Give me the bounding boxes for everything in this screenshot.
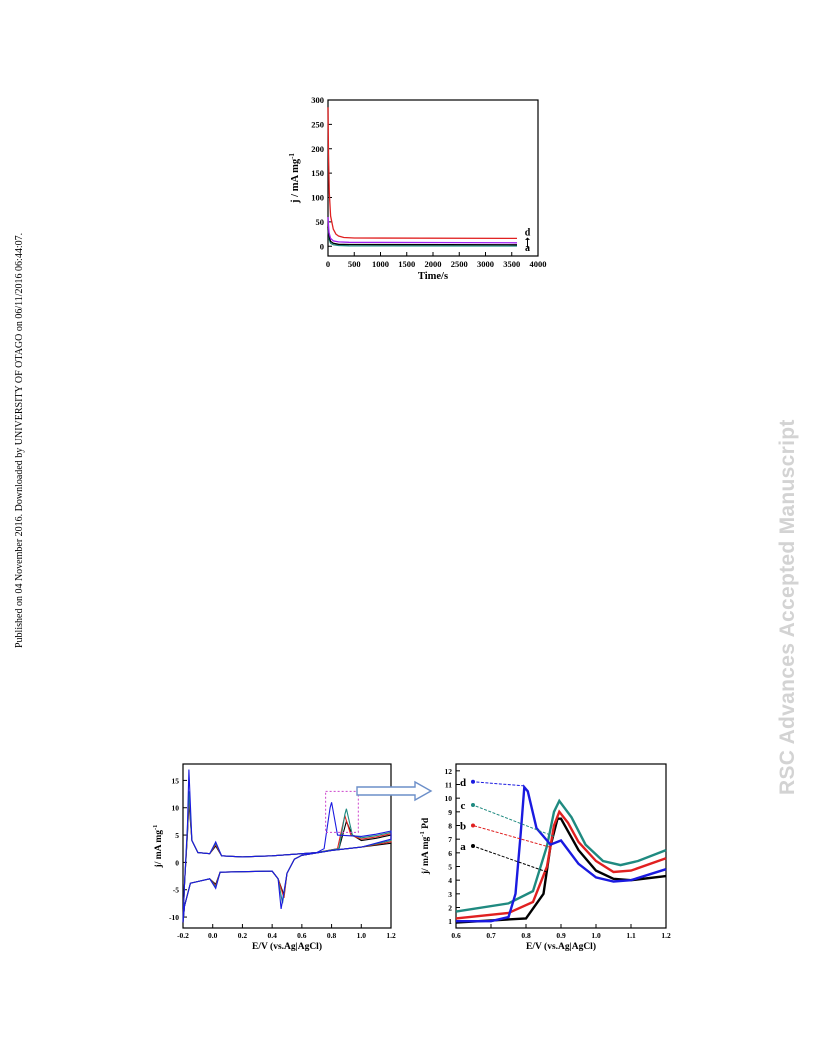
x-tick-label: 1.0 bbox=[357, 931, 367, 940]
plot-frame bbox=[455, 763, 667, 929]
x-tick-label: 0 bbox=[326, 259, 330, 269]
curve-pointer-c bbox=[472, 804, 555, 837]
curve-pointer-a bbox=[472, 845, 548, 873]
x-tick-label: 0.2 bbox=[238, 931, 248, 940]
curve-pointer-head-d bbox=[471, 779, 475, 784]
y-tick-label: 5 bbox=[175, 831, 179, 840]
series-a-line bbox=[455, 817, 667, 924]
x-tick-label: 0.6 bbox=[451, 931, 461, 940]
series-b-line bbox=[455, 809, 667, 920]
curve-label-a: a bbox=[460, 841, 466, 853]
y-tick-label: 100 bbox=[311, 193, 324, 203]
y-tick-label: 50 bbox=[316, 217, 325, 227]
y-axis-label: j / mA mg-1 bbox=[288, 153, 301, 204]
chronoamperometry-chart: 0 500 1000 1500 2000 2500 3000 3500 4000 0 50 100 15… bbox=[288, 95, 547, 282]
curve-label-d: d bbox=[460, 777, 466, 789]
series-c-loop bbox=[182, 791, 392, 923]
y-tick-label: 11 bbox=[445, 781, 452, 790]
plot-frame bbox=[327, 99, 539, 257]
series-a-line bbox=[327, 229, 518, 247]
x-axis-label: Time/s bbox=[418, 271, 448, 282]
series-b-loop bbox=[182, 796, 392, 923]
x-tick-label: 0.7 bbox=[486, 931, 496, 940]
y-axis-label: j/ mA mg-1 bbox=[152, 825, 164, 869]
y-tick-label: 0 bbox=[320, 241, 324, 251]
y-tick-label: 200 bbox=[311, 144, 324, 154]
x-tick-label: 500 bbox=[348, 259, 361, 269]
zoom-arrow bbox=[356, 780, 433, 802]
y-tick-label: 10 bbox=[172, 804, 180, 813]
cyclic-voltammetry-chart: -0.2 0.0 0.2 0.4 0.6 0.8 1.0 1.2 -10 -5 0 5 10 15 E/V … bbox=[152, 763, 396, 952]
y-tick-label: 5 bbox=[448, 863, 452, 872]
x-axis-label: E/V (vs.Ag|AgCl) bbox=[526, 941, 596, 952]
x-tick-label: 0.8 bbox=[521, 931, 531, 940]
x-tick-label: 1.1 bbox=[626, 931, 636, 940]
curve-pointer-d bbox=[472, 781, 525, 787]
x-tick-label: 2000 bbox=[425, 259, 442, 269]
x-tick-label: 1500 bbox=[398, 259, 415, 269]
y-tick-label: 3 bbox=[448, 890, 452, 899]
x-tick-label: 1.2 bbox=[386, 931, 396, 940]
x-tick-label: 1.2 bbox=[661, 931, 671, 940]
x-tick-label: 1000 bbox=[372, 259, 389, 269]
x-tick-label: 0.4 bbox=[267, 931, 277, 940]
curve-label-c: c bbox=[461, 800, 466, 812]
annotation-arrowhead bbox=[525, 237, 530, 240]
zoom-highlight-box bbox=[325, 790, 359, 833]
curve-label-b: b bbox=[460, 821, 466, 833]
y-tick-label: 6 bbox=[448, 849, 452, 858]
y-tick-label: -5 bbox=[173, 886, 179, 895]
publication-note: Published on 04 November 2016. Downloade… bbox=[14, 232, 25, 648]
series-c-line bbox=[327, 216, 518, 244]
y-tick-label: 7 bbox=[448, 835, 452, 844]
curve-pointer-head-b bbox=[471, 823, 475, 828]
x-tick-label: 2500 bbox=[451, 259, 468, 269]
x-tick-label: -0.2 bbox=[177, 931, 189, 940]
series-d-loop bbox=[182, 769, 392, 923]
x-tick-label: 0.8 bbox=[327, 931, 337, 940]
x-tick-label: 0.9 bbox=[556, 931, 566, 940]
y-tick-label: 1 bbox=[448, 917, 452, 926]
curve-pointer-head-c bbox=[471, 803, 475, 807]
manuscript-watermark: RSC Advances Accepted Manuscript bbox=[776, 419, 799, 795]
x-tick-label: 3500 bbox=[503, 259, 520, 269]
y-axis-label: j/ mA mg-1 Pd bbox=[419, 817, 431, 875]
x-axis-label: E/V (vs.Ag|AgCl) bbox=[252, 941, 322, 952]
plot-frame bbox=[182, 763, 392, 929]
x-tick-label: 1.0 bbox=[591, 931, 601, 940]
x-tick-label: 0.6 bbox=[297, 931, 307, 940]
annotation-bottom-label: a bbox=[525, 243, 530, 254]
y-tick-label: 9 bbox=[448, 808, 452, 817]
x-tick-label: 0.0 bbox=[208, 931, 218, 940]
annotation-top-label: d bbox=[525, 228, 531, 239]
series-a-loop bbox=[182, 802, 392, 923]
y-tick-label: 8 bbox=[448, 822, 452, 831]
y-tick-label: -10 bbox=[169, 913, 179, 922]
y-tick-label: 150 bbox=[311, 168, 324, 178]
curve-pointer-b bbox=[472, 825, 551, 848]
y-tick-label: 10 bbox=[445, 794, 453, 803]
y-tick-label: 300 bbox=[311, 95, 324, 105]
y-tick-label: 0 bbox=[175, 858, 179, 867]
y-tick-label: 2 bbox=[448, 904, 452, 913]
y-tick-label: 250 bbox=[311, 119, 324, 129]
curve-pointer-head-a bbox=[471, 844, 475, 848]
y-tick-label: 4 bbox=[448, 876, 452, 885]
zoomed-peak-chart: 0.6 0.7 0.8 0.9 1.0 1.1 1.2123456789101112E/V … bbox=[419, 763, 671, 952]
y-tick-label: 12 bbox=[445, 767, 453, 776]
series-d-line bbox=[327, 107, 518, 240]
x-tick-label: 3000 bbox=[477, 259, 494, 269]
series-d-line bbox=[456, 784, 667, 923]
series-b-line bbox=[327, 226, 518, 246]
series-c-line bbox=[455, 798, 667, 913]
y-tick-label: 15 bbox=[172, 776, 180, 785]
x-tick-label: 4000 bbox=[530, 259, 547, 269]
